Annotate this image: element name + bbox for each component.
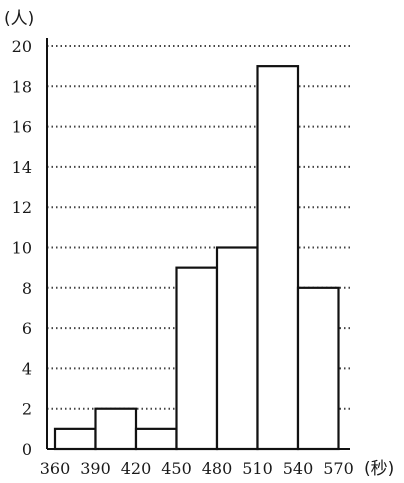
y-tick-label: 20 [12, 37, 32, 56]
x-unit-label: (秒) [364, 459, 394, 479]
y-tick-label: 0 [22, 440, 32, 459]
y-tick-label: 10 [12, 239, 32, 258]
x-tick-label: 420 [121, 459, 152, 478]
x-tick-label: 480 [202, 459, 233, 478]
histogram-bar [134, 427, 178, 451]
histogram-bar [53, 427, 97, 451]
x-tick-label: 570 [323, 459, 354, 478]
histogram-bar [175, 266, 219, 451]
y-tick-label: 4 [22, 359, 32, 378]
x-tick-label: 540 [283, 459, 314, 478]
x-tick-label: 450 [161, 459, 192, 478]
y-tick-label: 6 [22, 319, 32, 338]
histogram-bar [215, 246, 259, 451]
x-tick-labels: 360 390 420 450 480 510 540 570 [40, 459, 354, 478]
y-tick-labels: 0 2 4 6 8 10 12 14 16 18 20 [12, 37, 32, 459]
x-tick-label: 360 [40, 459, 71, 478]
y-tick-label: 8 [22, 279, 32, 298]
histogram-bar [94, 407, 138, 451]
x-tick-label: 390 [80, 459, 111, 478]
histogram-bar [296, 286, 340, 451]
y-tick-label: 14 [12, 158, 32, 177]
histogram-bar [256, 65, 300, 451]
y-tick-label: 16 [12, 118, 32, 137]
x-tick-label: 510 [242, 459, 273, 478]
y-tick-label: 18 [12, 77, 32, 96]
y-tick-label: 2 [22, 400, 32, 419]
y-unit-label: (人) [4, 9, 34, 29]
axes [46, 38, 350, 450]
y-tick-label: 12 [12, 198, 32, 217]
histogram-bars [53, 65, 340, 451]
